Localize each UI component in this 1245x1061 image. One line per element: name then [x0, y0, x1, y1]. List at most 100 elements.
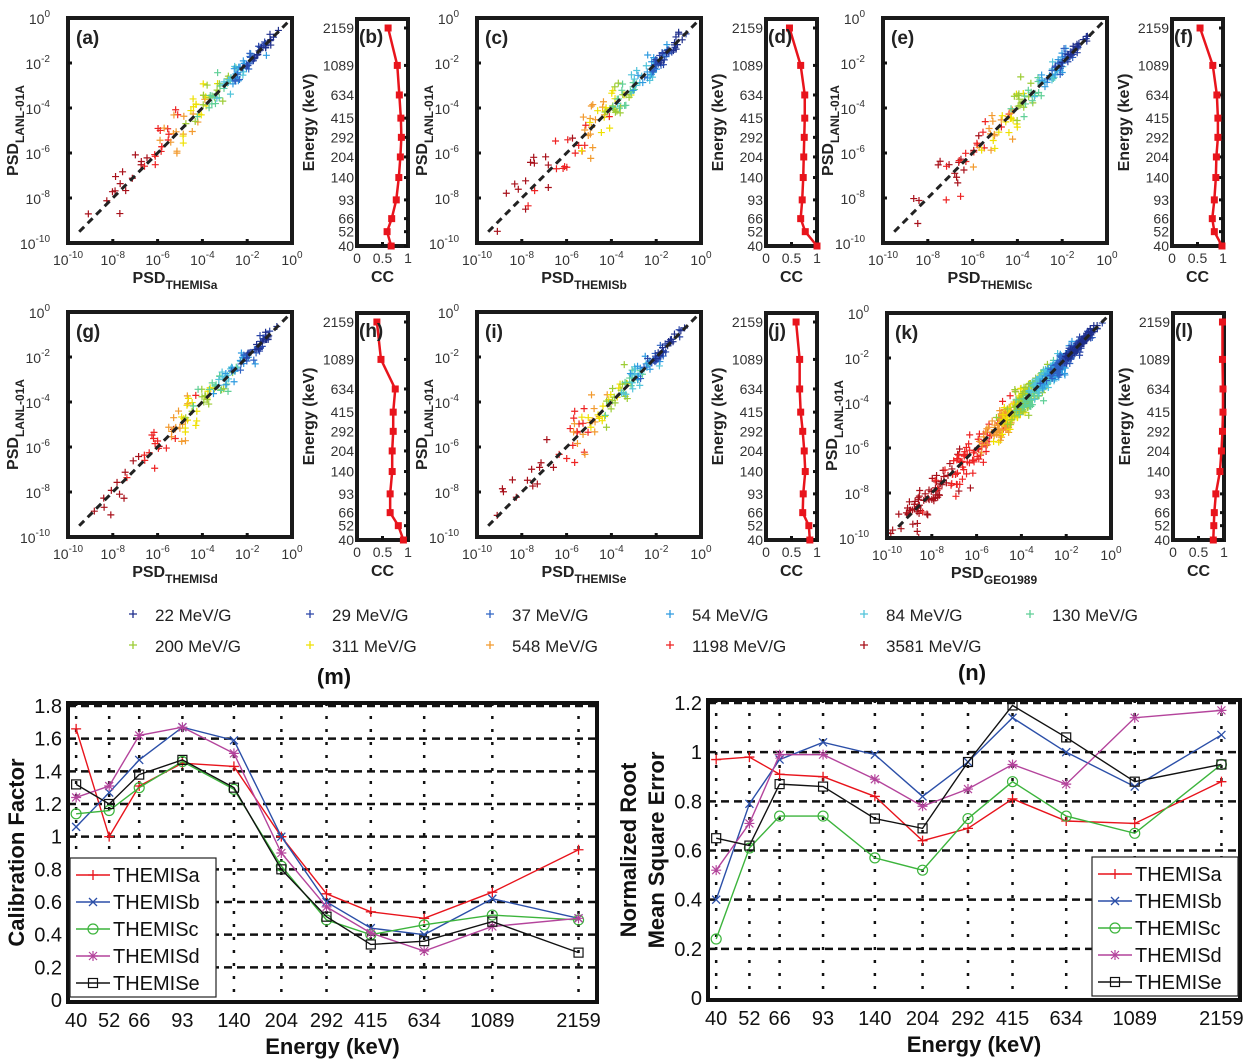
star-marker: [88, 951, 98, 961]
square-marker: [487, 916, 498, 927]
square-marker: [1109, 976, 1121, 988]
cc-point: [1210, 509, 1218, 517]
y-axis-label: Mean Square Error: [644, 751, 669, 948]
cc-point: [395, 91, 403, 99]
y-tick-label: 100: [844, 9, 866, 27]
cc-point: [1218, 318, 1226, 326]
circle-marker: [817, 810, 829, 822]
label-main: PSD: [414, 143, 431, 176]
tick-base: 10: [190, 252, 206, 268]
scatter-point: [1011, 386, 1019, 394]
y-tick-label: 10-2: [841, 54, 866, 72]
x-axis-label: Energy (keV): [907, 1032, 1042, 1057]
y-tick-label: 10-10: [20, 234, 50, 252]
x-axis-label: PSDGEO1989: [951, 565, 1038, 587]
scatter-point: [919, 508, 927, 516]
cc-point: [388, 215, 396, 223]
scatter-point: [199, 91, 207, 99]
scatter-point: [953, 480, 961, 488]
line-chart-n: 0 0.2 0.4 0.6 0.8 1 1.2 40 52 66 93 140 204 292 415 634…: [616, 693, 1244, 1057]
scatter-point: [953, 173, 961, 181]
tick-exponent: -8: [450, 483, 459, 494]
scatter-point: [542, 153, 550, 161]
scatter-point: [652, 355, 660, 363]
tick-base: 10: [644, 546, 660, 562]
tick-base: 10: [438, 305, 454, 321]
y-tick-label: 0.8: [674, 791, 702, 813]
x-tick-label: 10-4: [1005, 250, 1030, 268]
plus-marker: [1007, 793, 1018, 804]
tick-base: 10: [435, 395, 451, 411]
y-axis-label: Energy (keV): [710, 368, 727, 466]
tick-exponent: -2: [251, 544, 260, 555]
scatter-point: [1014, 92, 1022, 100]
tick-exponent: -6: [976, 250, 985, 261]
tick-exponent: 0: [453, 303, 459, 314]
x-tick-label: 100: [1100, 545, 1122, 563]
tick-exponent: -10: [445, 234, 460, 245]
tick-base: 10: [438, 11, 454, 27]
scatter-point: [589, 101, 597, 109]
legend-label: THEMISc: [113, 919, 199, 941]
cc-point: [813, 242, 821, 250]
circle-marker: [103, 804, 115, 817]
scatter-point: [199, 80, 207, 88]
x-tick-label: 10-4: [599, 544, 624, 562]
legend-label: 37 MeV/G: [512, 606, 589, 625]
tick-exponent: -2: [1066, 250, 1075, 261]
x-axis-label: CC: [780, 269, 804, 286]
label-main: PSD: [820, 143, 837, 176]
scatter-panel-g: 10-1010-1010-810-810-610-610-410-410-210…: [5, 303, 303, 586]
scatter-point: [991, 144, 999, 152]
y-tick-label: 415: [1146, 110, 1170, 126]
scatter-point: [121, 468, 129, 476]
y-tick-label: 204: [1146, 149, 1170, 165]
one-to-one-line: [893, 16, 1109, 233]
y-tick-label: 0.2: [674, 939, 702, 961]
cc-point: [799, 427, 807, 435]
star-marker: [276, 848, 287, 858]
scatter-point: [1040, 381, 1048, 389]
tick-base: 10: [281, 546, 297, 562]
scatter-point: [116, 180, 124, 188]
scatter-point: [137, 158, 145, 166]
tick-exponent: -6: [161, 250, 170, 261]
scatter-point: [570, 428, 578, 436]
tick-base: 10: [101, 546, 117, 562]
square-marker: [134, 769, 145, 780]
scatter-point: [992, 413, 1000, 421]
scatter-point: [909, 520, 917, 528]
y-tick-label: 1089: [1139, 351, 1170, 367]
tick-exponent: -6: [41, 144, 50, 155]
scatter-point: [958, 475, 966, 483]
x-axis-label: PSDTHEMISa: [133, 270, 218, 292]
scatter-point: [193, 113, 201, 121]
scatter-point: [913, 519, 921, 527]
y-tick-label: 10-4: [26, 393, 51, 411]
x-tick-label: 1: [813, 250, 821, 266]
cc-point: [798, 196, 806, 204]
square-marker: [962, 756, 974, 768]
scatter-point: [1020, 403, 1028, 411]
scatter-point: [987, 146, 995, 154]
tick-exponent: -4: [206, 544, 215, 555]
scatter-point: [634, 362, 642, 370]
scatter-point: [942, 479, 950, 487]
panel-label: (a): [76, 28, 99, 49]
scatter-point: [1069, 42, 1077, 50]
y-tick-label: 204: [331, 149, 355, 165]
scatter-point: [1040, 397, 1048, 405]
scatter-point: [1016, 102, 1024, 110]
circle-marker: [87, 923, 99, 935]
panel-label: (l): [1175, 321, 1193, 342]
scatter-point: [935, 491, 943, 499]
y-tick-label: 40: [1154, 532, 1170, 548]
x-marker: [818, 737, 828, 747]
scatter-point: [223, 380, 231, 388]
scatter-point: [1004, 420, 1012, 428]
tick-exponent: -10: [884, 250, 899, 261]
y-tick-label: 100: [29, 303, 51, 321]
scatter-point: [601, 413, 609, 421]
cc-point: [399, 536, 407, 544]
